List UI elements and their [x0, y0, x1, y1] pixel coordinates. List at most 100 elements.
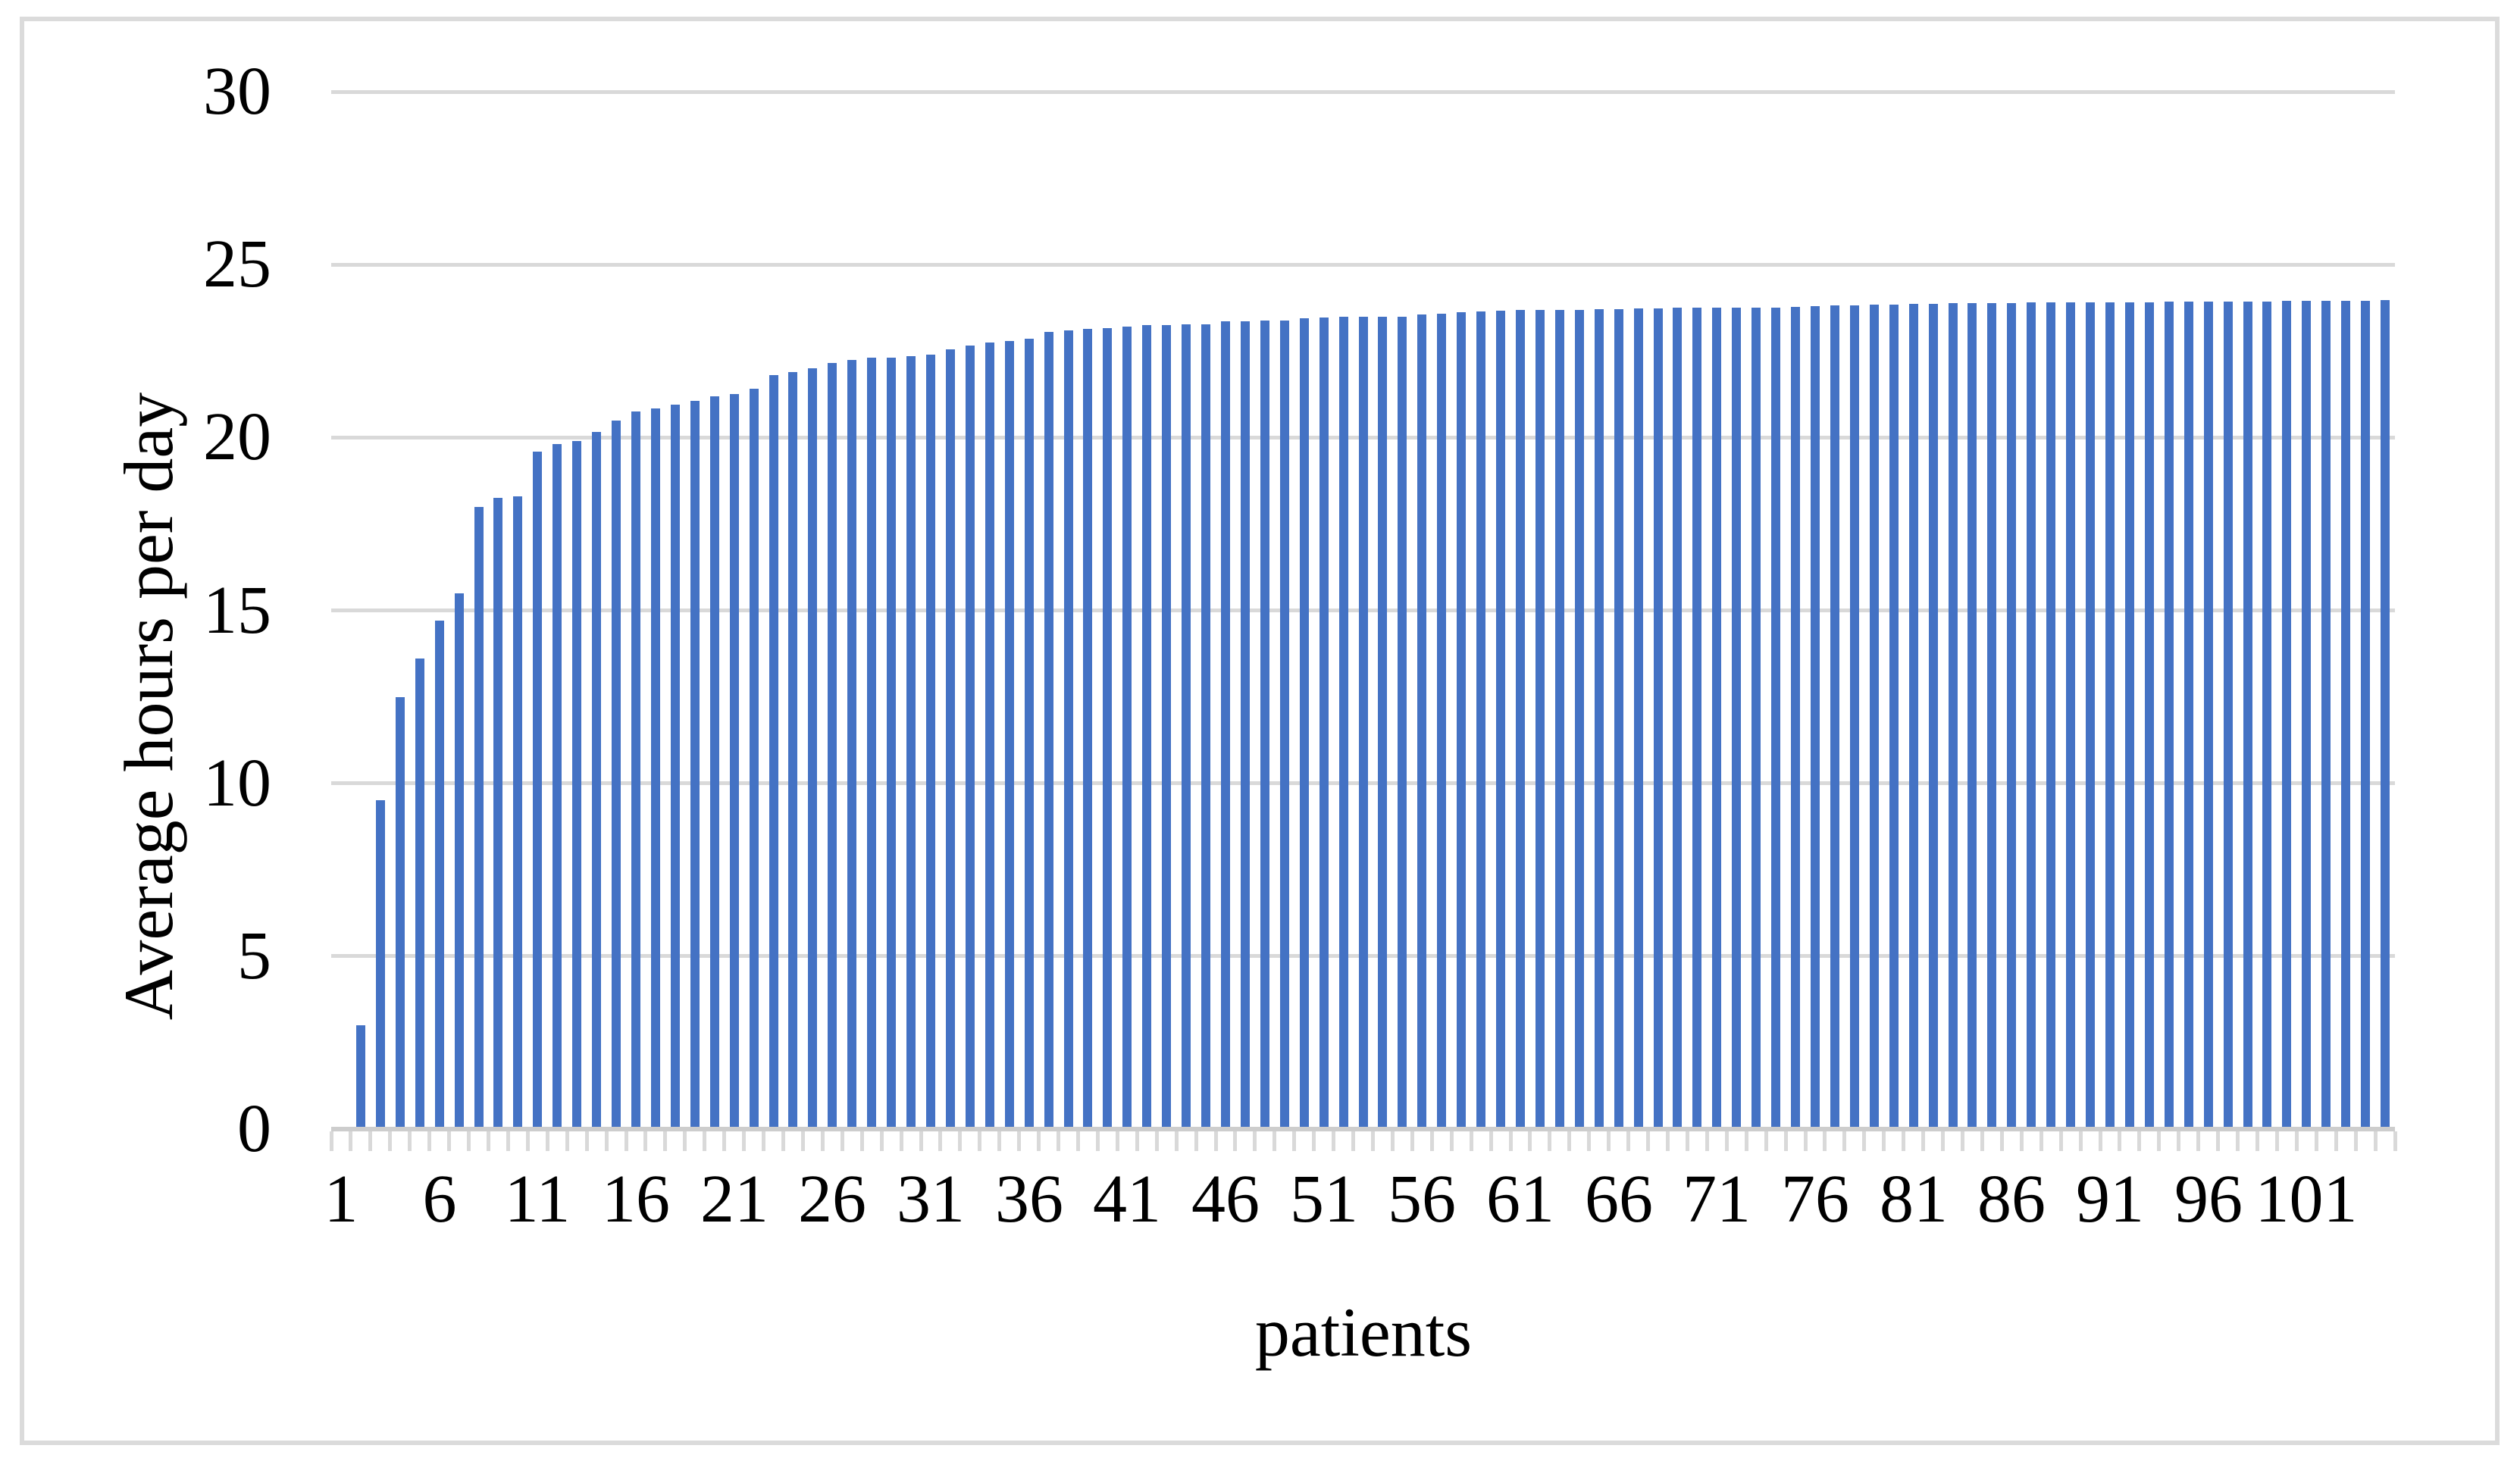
x-tick-mark [1037, 1131, 1041, 1151]
x-tick-label: 11 [504, 1162, 571, 1237]
x-tick-label: 31 [897, 1162, 965, 1237]
bar [1457, 312, 1466, 1129]
x-tick-mark [1430, 1131, 1434, 1151]
x-tick-mark [821, 1131, 825, 1151]
x-tick-label: 71 [1683, 1162, 1751, 1237]
x-tick-mark [2315, 1131, 2318, 1151]
x-tick-mark [447, 1131, 451, 1151]
bar [1437, 314, 1446, 1129]
bar [710, 396, 719, 1129]
bar [671, 405, 680, 1129]
bar [1614, 309, 1623, 1129]
bar [2165, 302, 2174, 1129]
x-tick-mark [841, 1131, 844, 1151]
x-tick-label: 56 [1388, 1162, 1456, 1237]
x-tick-mark [1135, 1131, 1139, 1151]
bar [1516, 310, 1525, 1129]
x-tick-mark [900, 1131, 903, 1151]
x-tick-mark [1784, 1131, 1788, 1151]
bar [592, 432, 601, 1129]
x-tick-label: 66 [1585, 1162, 1653, 1237]
x-tick-mark [2275, 1131, 2279, 1151]
x-tick-label: 26 [798, 1162, 866, 1237]
bar [1025, 339, 1034, 1129]
x-tick-mark [2374, 1131, 2378, 1151]
x-tick-label: 6 [422, 1162, 457, 1237]
bar [455, 593, 464, 1129]
bar [631, 411, 640, 1129]
x-tick-mark [1489, 1131, 1493, 1151]
x-tick-label: 36 [995, 1162, 1063, 1237]
bar [1359, 317, 1368, 1129]
bar [1496, 311, 1505, 1129]
y-tick-label: 30 [203, 54, 271, 129]
bar [1005, 341, 1014, 1129]
x-tick-mark [2196, 1131, 2200, 1151]
bar [1811, 306, 1820, 1129]
bar [2243, 302, 2252, 1129]
x-tick-mark [565, 1131, 569, 1151]
x-tick-mark [2137, 1131, 2141, 1151]
x-tick-label: 51 [1290, 1162, 1358, 1237]
bar [1535, 310, 1545, 1129]
bar [2381, 300, 2390, 1129]
x-tick-mark [2157, 1131, 2161, 1151]
bar [1909, 304, 1918, 1129]
x-tick-mark [585, 1131, 589, 1151]
x-tick-mark [506, 1131, 510, 1151]
x-tick-mark [1941, 1131, 1945, 1151]
x-tick-mark [2059, 1131, 2063, 1151]
x-tick-mark [349, 1131, 352, 1151]
bar [1929, 304, 1938, 1129]
bar [1555, 310, 1564, 1129]
bar [1654, 308, 1663, 1129]
bar [926, 355, 935, 1129]
bar [690, 401, 700, 1129]
x-tick-mark [625, 1131, 628, 1151]
bar [828, 363, 837, 1129]
x-tick-label: 86 [1977, 1162, 2046, 1237]
bar [2262, 302, 2271, 1129]
bar [1142, 325, 1151, 1129]
x-tick-mark [2020, 1131, 2024, 1151]
bar [2027, 302, 2036, 1129]
bar [1634, 308, 1643, 1129]
x-axis-title: patients [1254, 1294, 1473, 1371]
bar [415, 659, 424, 1129]
x-tick-label: 96 [2174, 1162, 2243, 1237]
x-tick-mark [1842, 1131, 1846, 1151]
x-tick-mark [1253, 1131, 1257, 1151]
bar [769, 375, 778, 1129]
x-tick-mark [762, 1131, 765, 1151]
bar [1870, 305, 1879, 1129]
x-tick-mark [1214, 1131, 1218, 1151]
x-tick-mark [1646, 1131, 1650, 1151]
x-tick-mark [938, 1131, 942, 1151]
bar [1319, 318, 1329, 1129]
x-tick-mark [1705, 1131, 1709, 1151]
bar [2066, 302, 2075, 1129]
x-tick-mark [1233, 1131, 1237, 1151]
bar [847, 360, 856, 1129]
bar [1103, 328, 1112, 1129]
x-tick-mark [1450, 1131, 1454, 1151]
bar [1791, 307, 1800, 1129]
x-tick-mark [1725, 1131, 1729, 1151]
x-tick-mark [1096, 1131, 1100, 1151]
x-tick-mark [427, 1131, 431, 1151]
x-tick-mark [2039, 1131, 2043, 1151]
x-tick-mark [467, 1131, 471, 1151]
bar [2105, 302, 2115, 1129]
x-tick-mark [1292, 1131, 1296, 1151]
x-tick-mark [1351, 1131, 1355, 1151]
x-tick-mark [1902, 1131, 1905, 1151]
bar [396, 697, 405, 1129]
bar [356, 1025, 365, 1129]
x-tick-mark [368, 1131, 372, 1151]
x-tick-mark [1194, 1131, 1198, 1151]
bar [2302, 301, 2311, 1129]
bar [493, 498, 502, 1129]
bar [1732, 308, 1741, 1129]
x-axis-line [331, 1127, 2395, 1131]
